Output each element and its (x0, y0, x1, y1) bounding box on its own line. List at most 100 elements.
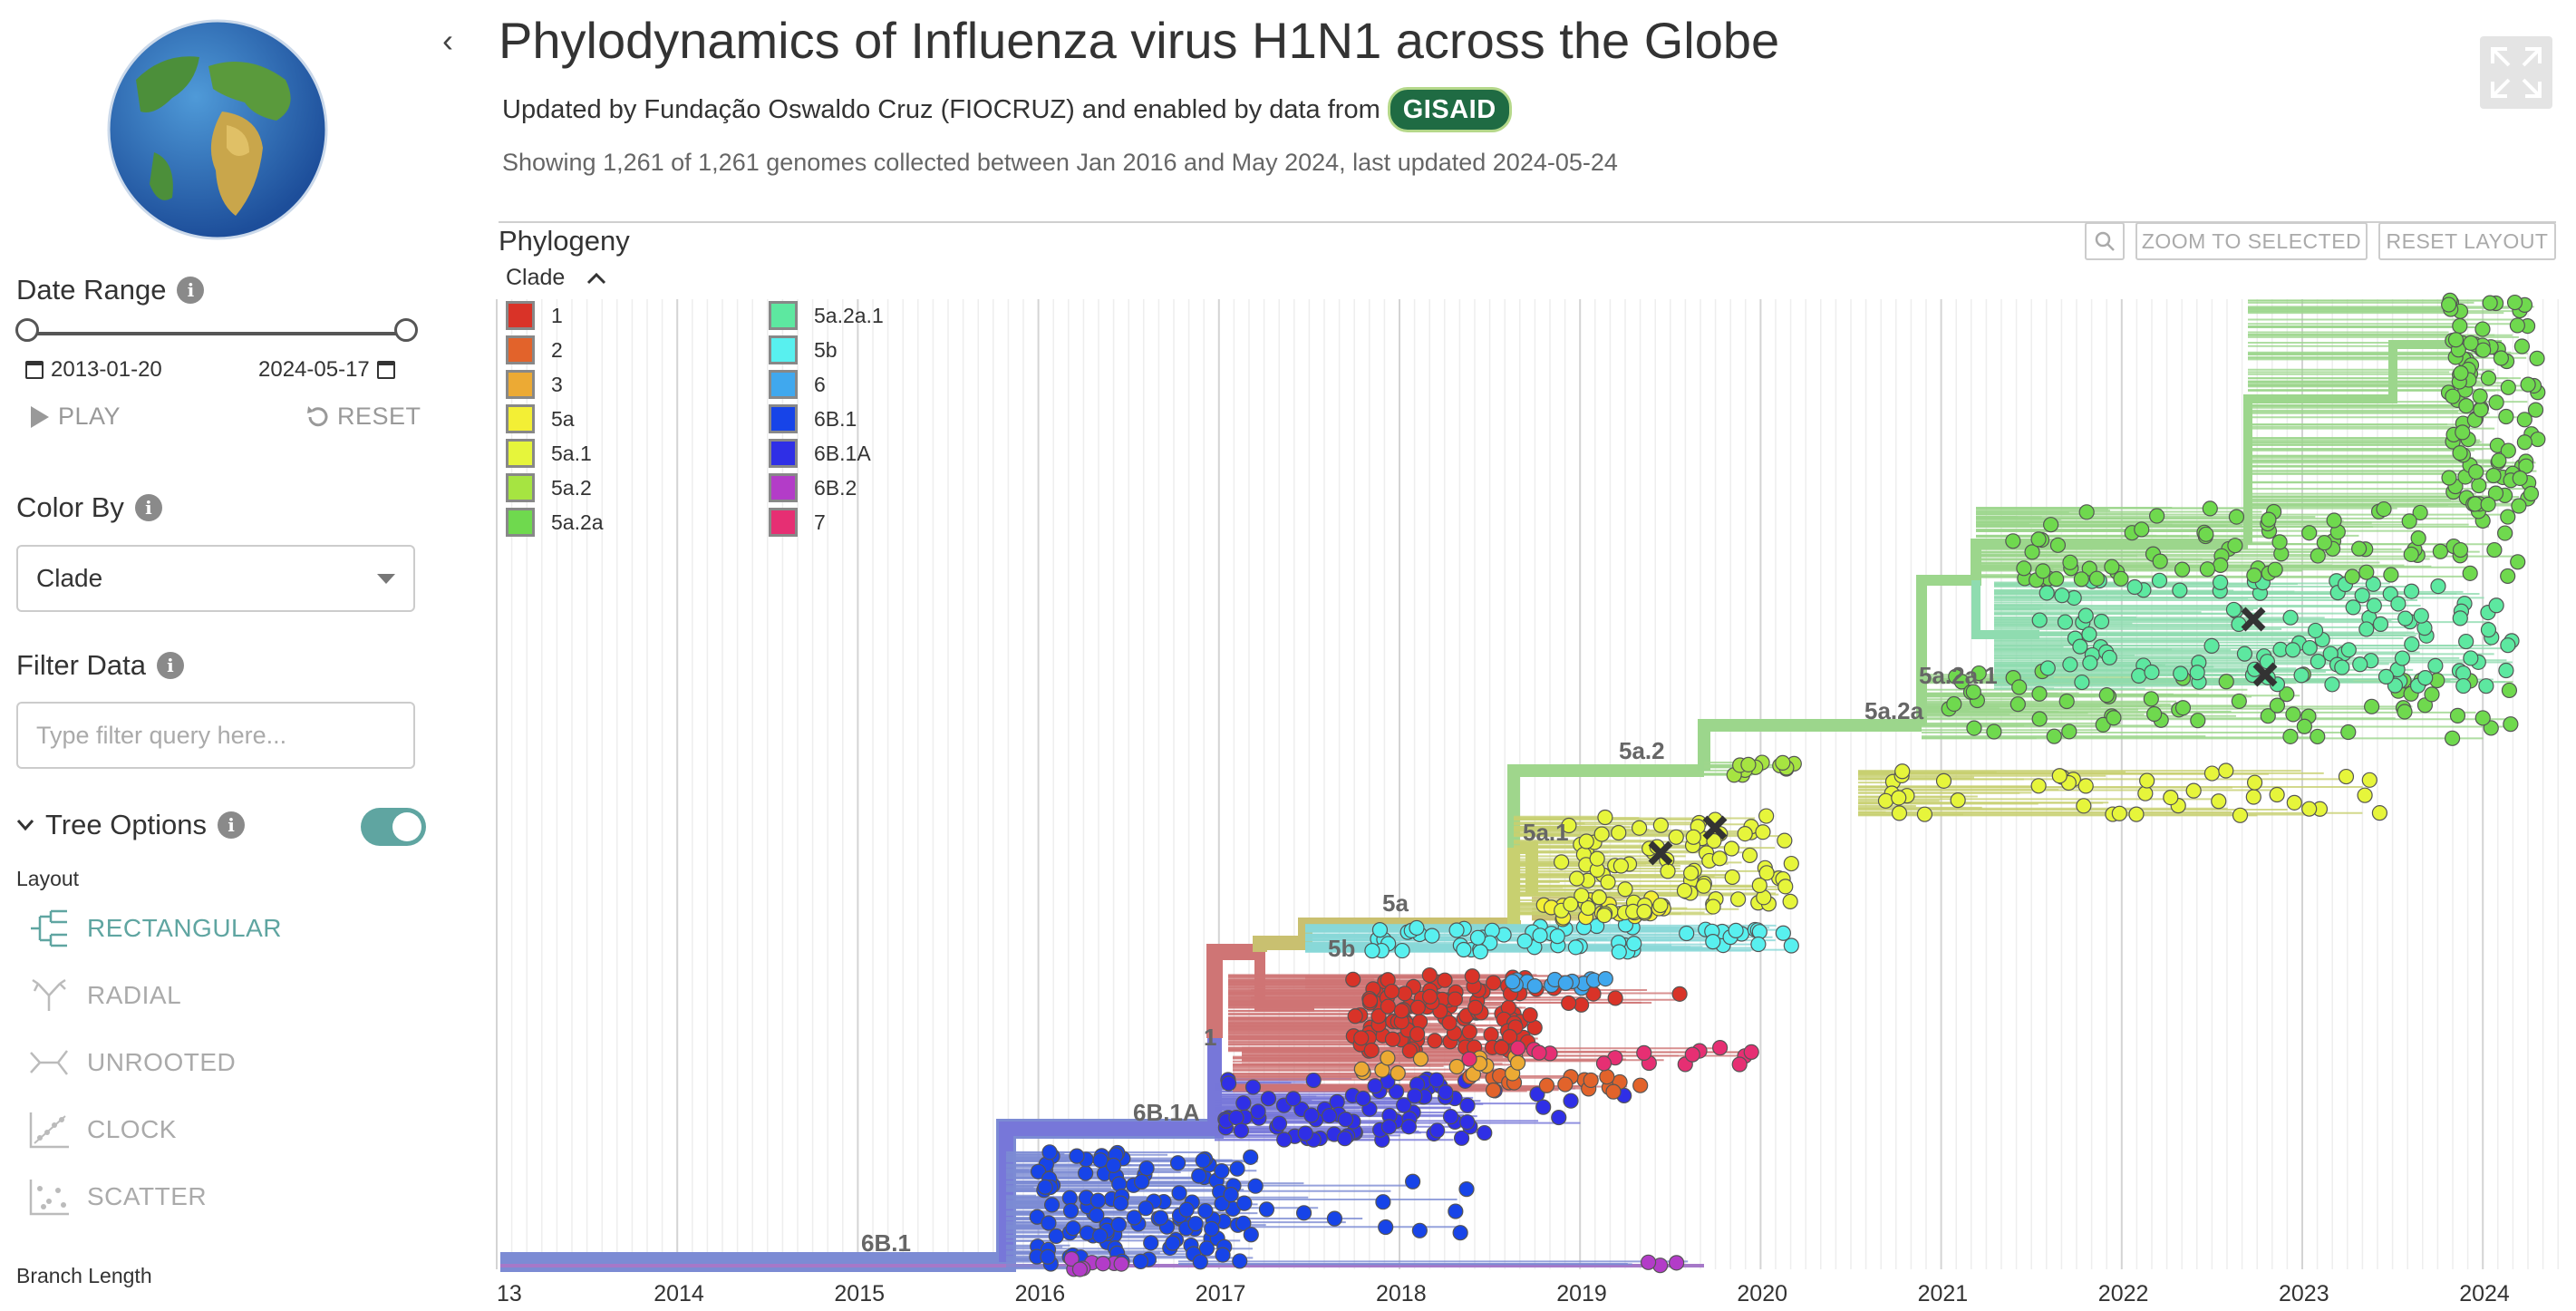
tree-tip[interactable] (1229, 1160, 1245, 1177)
tree-tip[interactable] (2126, 578, 2143, 596)
tree-tip[interactable] (2113, 570, 2129, 587)
tree-tip[interactable] (1421, 966, 1438, 984)
tree-tip[interactable] (2468, 463, 2484, 481)
tree-tip[interactable] (1198, 1240, 1215, 1257)
tree-tip[interactable] (2351, 540, 2368, 557)
tree-tip[interactable] (1453, 1130, 1470, 1146)
tree-tip[interactable] (1040, 1248, 1056, 1265)
tree-tip[interactable] (1723, 840, 1740, 857)
tree-tip[interactable] (1428, 1072, 1445, 1088)
tree-tip[interactable] (2500, 442, 2516, 459)
legend-item[interactable]: 5a (506, 404, 575, 433)
tree-tip[interactable] (2480, 370, 2497, 386)
tree-tip[interactable] (2390, 596, 2407, 612)
tree-tip[interactable] (2358, 564, 2375, 580)
tree-tip[interactable] (1755, 824, 1771, 840)
tree-tip[interactable] (2227, 538, 2243, 554)
tree-tip[interactable] (2077, 778, 2094, 794)
fullscreen-button[interactable] (2480, 36, 2552, 109)
tree-tip[interactable] (1345, 971, 1361, 987)
tree-tip[interactable] (1683, 865, 1700, 881)
tree-tip[interactable] (1409, 999, 1426, 1015)
tree-tip[interactable] (1271, 1115, 1288, 1131)
tree-tip[interactable] (1396, 1097, 1412, 1113)
legend-item[interactable]: 5a.2 (506, 473, 592, 502)
tree-tip[interactable] (2134, 521, 2150, 538)
tree-tip[interactable] (1347, 1008, 1363, 1025)
layout-clock[interactable]: CLOCK (27, 1111, 177, 1149)
tree-tip[interactable] (1758, 808, 1775, 824)
tree-tip[interactable] (2128, 806, 2145, 822)
tree-tip[interactable] (2430, 578, 2446, 595)
tree-tip[interactable] (2340, 723, 2357, 741)
tree-tip[interactable] (1593, 826, 1610, 842)
tree-tip[interactable] (2509, 317, 2525, 334)
tree-tip[interactable] (2218, 674, 2234, 690)
info-icon[interactable]: i (156, 652, 184, 679)
zoom-to-selected-button[interactable]: ZOOM TO SELECTED (2135, 222, 2368, 260)
tree-tip[interactable] (1069, 1148, 1085, 1164)
tree-tip[interactable] (2401, 513, 2417, 529)
tree-tip[interactable] (2371, 805, 2388, 821)
tree-tip[interactable] (1877, 792, 1894, 809)
tree-tip[interactable] (2383, 567, 2399, 583)
tree-tip[interactable] (1783, 855, 1799, 872)
tree-tip[interactable] (2260, 708, 2276, 724)
tree-tip[interactable] (2296, 718, 2312, 734)
tree-tip[interactable] (1597, 809, 1613, 826)
tree-tip[interactable] (2326, 512, 2342, 529)
tree-tip[interactable] (2189, 665, 2205, 681)
tree-tip[interactable] (1429, 1122, 1446, 1139)
tree-tip[interactable] (1561, 995, 1577, 1012)
tree-tip[interactable] (1112, 1195, 1129, 1211)
tree-tip[interactable] (2376, 500, 2392, 518)
tree-tip[interactable] (2334, 659, 2350, 675)
tree-tip[interactable] (1554, 854, 1570, 870)
tree-tip[interactable] (2472, 388, 2488, 404)
tree-tip[interactable] (2482, 295, 2498, 311)
tree-tip[interactable] (1549, 928, 1565, 945)
tree-tip[interactable] (1574, 888, 1590, 904)
tree-tip[interactable] (2062, 656, 2078, 673)
tree-tip[interactable] (2497, 525, 2513, 541)
tree-tip[interactable] (2344, 568, 2360, 585)
tree-tip[interactable] (1730, 891, 1747, 908)
tree-tip[interactable] (2491, 452, 2507, 469)
tree-tip[interactable] (2104, 558, 2120, 575)
tree-tip[interactable] (1775, 754, 1791, 772)
tree-tip[interactable] (1447, 991, 1463, 1007)
tree-tip[interactable] (2404, 636, 2420, 653)
tree-tip[interactable] (1505, 974, 1521, 990)
tree-tip[interactable] (1412, 1051, 1429, 1067)
layout-radial[interactable]: RADIAL (27, 976, 181, 1015)
tree-tip[interactable] (1493, 1039, 1510, 1056)
tree-tip[interactable] (2486, 541, 2503, 558)
tree-tip[interactable] (2447, 332, 2465, 348)
tree-tip[interactable] (1235, 1095, 1252, 1112)
tree-tip[interactable] (2488, 597, 2504, 614)
tree-tip[interactable] (1782, 893, 1798, 909)
tree-tip[interactable] (2111, 805, 2127, 821)
tree-tip[interactable] (1089, 1207, 1105, 1223)
tree-tip[interactable] (2424, 686, 2440, 703)
tree-tip[interactable] (2474, 710, 2491, 726)
tree-tip[interactable] (1437, 972, 1453, 988)
tree-tip[interactable] (2516, 434, 2532, 451)
tree-tip[interactable] (1353, 1061, 1370, 1077)
tree-tip[interactable] (1353, 1030, 1370, 1046)
tree-tip[interactable] (2231, 693, 2247, 710)
tree-tip[interactable] (2093, 613, 2110, 630)
reset-button[interactable]: RESET (305, 403, 421, 431)
selection-marker-icon[interactable] (1702, 815, 1728, 840)
tree-tip[interactable] (1486, 975, 1502, 991)
tree-tip[interactable] (1758, 865, 1775, 881)
tree-tip[interactable] (2463, 650, 2479, 666)
tree-tip[interactable] (2307, 622, 2324, 639)
tree-tip[interactable] (2301, 801, 2318, 817)
tree-tip[interactable] (1965, 684, 1981, 700)
tree-tip[interactable] (2417, 670, 2434, 686)
tree-tip[interactable] (1458, 1181, 1475, 1198)
tree-tip[interactable] (2139, 772, 2155, 789)
tree-tip[interactable] (2449, 707, 2466, 723)
tree-tip[interactable] (1303, 1107, 1320, 1123)
